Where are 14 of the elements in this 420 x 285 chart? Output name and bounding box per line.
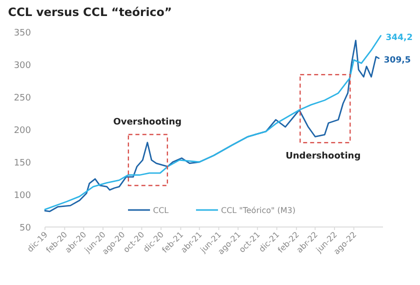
- y-tick-label: 50: [20, 224, 32, 234]
- data-label: 344,2: [386, 32, 413, 43]
- legend-label: CCL "Teórico" (M3): [221, 206, 296, 215]
- legend-label: CCL: [153, 206, 170, 215]
- y-tick-label: 200: [14, 126, 32, 136]
- chart-title: CCL versus CCL “teórico”: [8, 5, 172, 19]
- annotation: Undershooting: [286, 152, 361, 162]
- y-tick-label: 250: [14, 94, 32, 104]
- y-tick-label: 150: [14, 158, 32, 168]
- y-tick-label: 350: [14, 28, 32, 38]
- annotation: Overshooting: [113, 118, 182, 128]
- data-label: 309,5: [384, 55, 411, 66]
- y-tick-label: 300: [14, 61, 32, 71]
- y-tick-label: 100: [14, 191, 32, 201]
